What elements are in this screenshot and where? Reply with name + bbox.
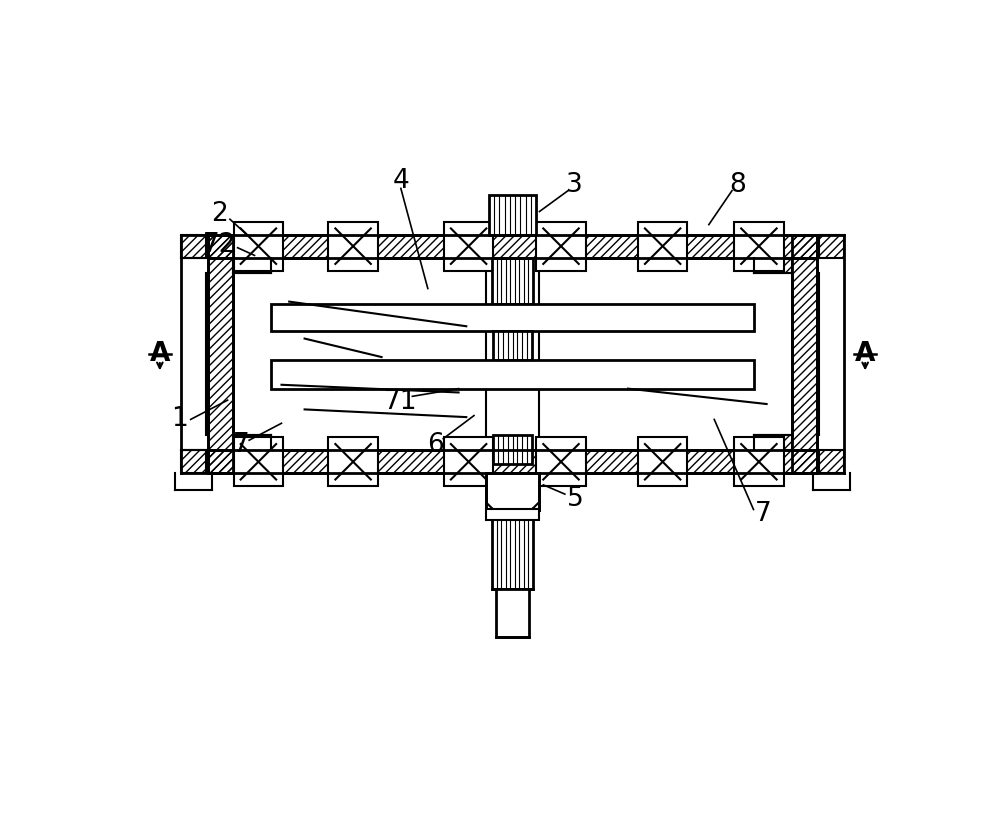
Bar (819, 450, 844, 473)
Bar (819, 235, 844, 258)
Bar (208, 235, 817, 258)
Bar (638, 437, 687, 486)
Bar (328, 221, 378, 271)
Text: 8: 8 (730, 172, 746, 198)
Text: 6: 6 (427, 432, 444, 458)
Bar (181, 235, 206, 258)
Text: 71: 71 (384, 389, 418, 415)
Bar (496, 589, 529, 637)
Bar (233, 258, 271, 273)
Bar (234, 221, 283, 271)
Bar (486, 509, 539, 520)
Bar (754, 435, 792, 450)
Bar (536, 221, 586, 271)
Text: 7: 7 (233, 432, 250, 458)
Bar (208, 235, 233, 473)
Text: 4: 4 (392, 167, 409, 193)
Bar (444, 437, 493, 486)
Text: A: A (150, 341, 170, 367)
Bar (492, 258, 533, 304)
Text: 2: 2 (212, 201, 228, 227)
Bar (493, 435, 532, 464)
Bar (492, 511, 533, 589)
Bar (271, 304, 754, 331)
Bar (181, 450, 206, 473)
Bar (233, 435, 271, 450)
Bar (444, 221, 493, 271)
Bar (489, 194, 536, 235)
Text: A: A (855, 341, 875, 367)
Bar (486, 473, 539, 511)
Bar (208, 450, 817, 473)
Bar (792, 235, 817, 473)
Text: 3: 3 (566, 172, 582, 198)
Bar (638, 221, 687, 271)
Bar (234, 437, 283, 486)
Bar (536, 437, 586, 486)
Bar (754, 258, 792, 273)
Bar (734, 437, 784, 486)
Bar (493, 331, 532, 360)
Text: 1: 1 (171, 406, 188, 433)
Bar (734, 221, 784, 271)
Text: 5: 5 (567, 485, 584, 511)
Bar (271, 360, 754, 389)
Bar (328, 437, 378, 486)
Text: 72: 72 (203, 232, 237, 258)
Text: 7: 7 (754, 501, 771, 527)
